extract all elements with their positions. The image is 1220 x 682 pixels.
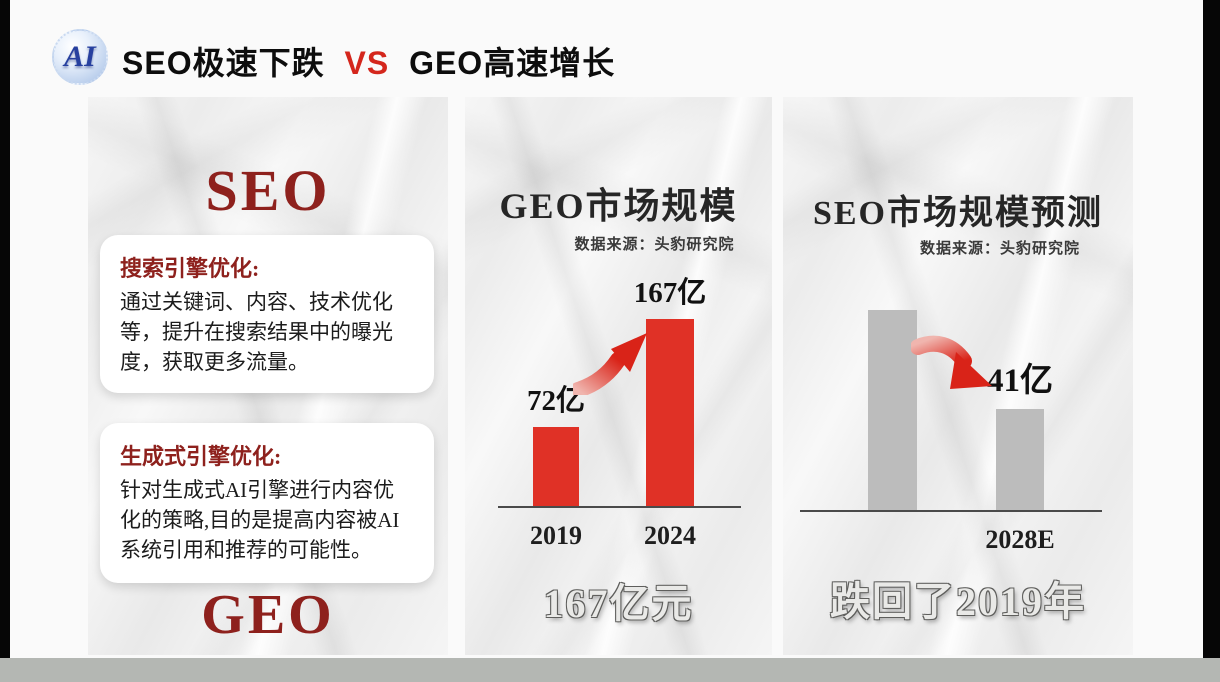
geo-card-body: 针对生成式AI引擎进行内容优化的策略,目的是提高内容被AI系统引用和推荐的可能性… — [120, 478, 400, 562]
geo-card-title: 生成式引擎优化: — [120, 444, 282, 469]
title-vs: VS — [344, 45, 390, 81]
geo-definition-card: 生成式引擎优化: 针对生成式AI引擎进行内容优化的策略,目的是提高内容被AI系统… — [100, 423, 434, 583]
geo-chart-title: GEO市场规模 — [499, 186, 738, 226]
bar-group-current — [847, 310, 937, 512]
seo-definition-card: 搜索引擎优化: 通过关键词、内容、技术优化等，提升在搜索结果中的曝光度，获取更多… — [100, 235, 434, 393]
decline-arrow-icon — [910, 335, 995, 407]
x-label-2028e: 2028E — [985, 525, 1055, 554]
page-title: SEO极速下跌 VS GEO高速增长 — [122, 38, 615, 84]
seo-card-title: 搜索引擎优化: — [120, 256, 260, 281]
bar-2028e — [996, 409, 1044, 512]
geo-chart-source: 数据来源：头豹研究院 — [574, 237, 735, 253]
bar-group-2019: 72亿 — [511, 377, 601, 508]
seo-chart-title: SEO市场规模预测 — [812, 195, 1104, 232]
ai-logo: AI — [52, 29, 108, 85]
left-edge-bar — [0, 0, 10, 658]
right-edge-bar — [1203, 0, 1220, 658]
geo-heading: GEO — [201, 584, 335, 646]
panel-definitions: SEO 搜索引擎优化: 通过关键词、内容、技术优化等，提升在搜索结果中的曝光度，… — [88, 97, 448, 655]
seo-heading: SEO — [205, 158, 331, 223]
geo-chart-baseline — [498, 506, 741, 508]
title-seo-part: SEO极速下跌 — [122, 45, 325, 81]
growth-arrow-icon — [570, 329, 651, 398]
bottom-bar — [0, 658, 1220, 682]
bar-2024 — [646, 319, 694, 508]
bar-value-label: 167亿 — [633, 277, 707, 309]
x-label-2024: 2024 — [644, 521, 696, 550]
bar-2019 — [533, 427, 579, 508]
bar-value-label: 41亿 — [987, 363, 1053, 399]
x-label-2019: 2019 — [530, 521, 582, 550]
geo-caption: 167亿元 — [543, 581, 694, 626]
seo-chart-baseline — [800, 510, 1102, 512]
title-geo-part: GEO高速增长 — [409, 45, 616, 81]
seo-card-body: 通过关键词、内容、技术优化等，提升在搜索结果中的曝光度，获取更多流量。 — [120, 290, 393, 374]
seo-chart-source: 数据来源：头豹研究院 — [919, 241, 1080, 257]
bar-group-2028e: 41亿 — [975, 353, 1065, 512]
bar-group-2024: 167亿 — [625, 269, 715, 508]
seo-caption: 跌回了2019年 — [830, 579, 1086, 624]
bar-current — [867, 310, 917, 512]
panel-geo-chart: GEO市场规模 数据来源：头豹研究院 72亿 167亿 20 — [465, 97, 772, 655]
panel-seo-chart: SEO市场规模预测 数据来源：头豹研究院 41亿 2028E — [783, 97, 1133, 655]
ai-logo-text: AI — [64, 40, 96, 73]
